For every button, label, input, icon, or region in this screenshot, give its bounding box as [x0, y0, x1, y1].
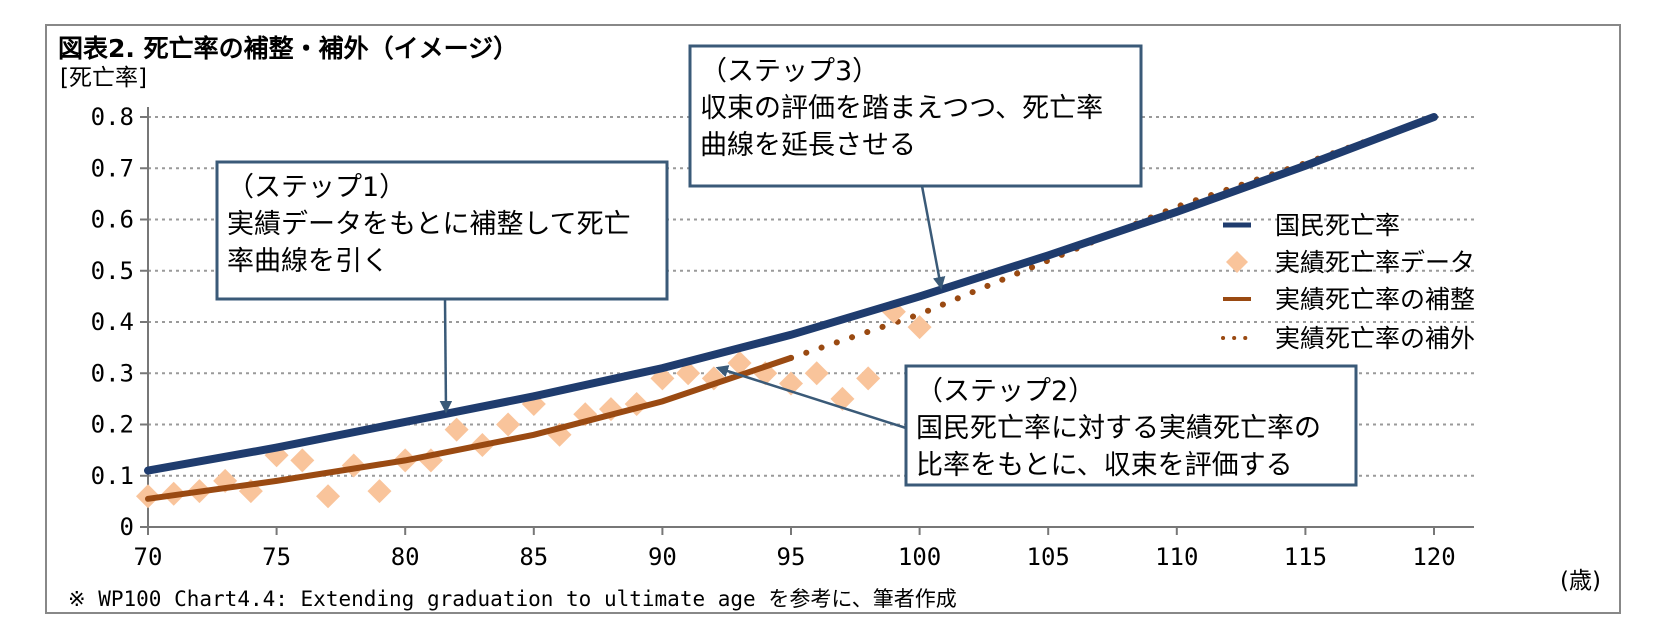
legend-label: 実績死亡率の補整 [1275, 285, 1475, 314]
legend-label: 実績死亡率データ [1275, 248, 1475, 277]
data-point-actual [856, 366, 881, 391]
y-tick-label: 0.3 [91, 359, 134, 387]
y-tick-label: 0.7 [91, 154, 134, 182]
x-tick-label: 115 [1284, 543, 1327, 571]
series-line-graduated [145, 354, 794, 502]
annotation-box [215, 160, 669, 301]
x-axis-label: (歳) [1560, 568, 1601, 594]
x-tick-label: 100 [898, 543, 941, 571]
source-note: ※ WP100 Chart4.4: Extending graduation t… [68, 587, 957, 611]
annotation-box [904, 364, 1358, 487]
y-axis-label: [死亡率] [60, 65, 147, 91]
data-point-actual [727, 351, 752, 375]
x-tick-label: 120 [1412, 543, 1455, 571]
data-point-actual [444, 417, 469, 442]
x-tick-label: 90 [648, 543, 677, 571]
y-tick-label: 0.5 [91, 257, 134, 285]
chart-title: 図表2. 死亡率の補整・補外（イメージ） [58, 34, 518, 63]
data-point-actual [316, 484, 341, 509]
annotation-arrow [439, 298, 453, 414]
legend-swatch [1226, 251, 1248, 273]
axes: 0 0.1 0.2 0.3 0.4 0.5 0.6 0.7 0.8 70 75 80 85 90 95 100… [91, 103, 1474, 571]
data-point-actual [804, 361, 829, 386]
y-tick-label: 0.6 [91, 206, 134, 234]
annotation-text: （ステップ1） [227, 172, 406, 203]
annotation-box [688, 44, 1143, 188]
x-tick-label: 105 [1027, 543, 1070, 571]
y-tick-label: 0.2 [91, 411, 134, 439]
data-point-actual [907, 315, 932, 340]
annotation-text: 国民死亡率に対する実績死亡率の [916, 413, 1321, 444]
legend-label: 国民死亡率 [1275, 211, 1400, 240]
annotation-arrow [715, 365, 907, 430]
y-tick-label: 0.4 [91, 308, 134, 336]
series-line-national [144, 113, 1438, 475]
x-tick-label: 95 [777, 543, 806, 571]
annotation-text: （ステップ2） [916, 376, 1095, 407]
x-tick-label: 85 [519, 543, 548, 571]
annotation-text: 率曲線を引く [227, 246, 389, 277]
annotation-text: 収束の評価を踏まえつつ、死亡率 [700, 93, 1103, 124]
annotation-arrow [920, 185, 946, 290]
annotation-text: 曲線を延長させる [700, 130, 916, 161]
y-tick-label: 0 [120, 513, 134, 541]
chart-frame [45, 24, 1621, 614]
y-tick-label: 0.1 [91, 462, 134, 490]
x-tick-label: 70 [134, 543, 163, 571]
data-point-actual [290, 448, 315, 473]
x-tick-label: 75 [262, 543, 291, 571]
annotation-text: 比率をもとに、収束を評価する [916, 450, 1293, 481]
data-point-actual [367, 479, 392, 504]
legend-label: 実績死亡率の補外 [1275, 324, 1475, 353]
annotation-text: （ステップ3） [700, 56, 879, 87]
data-point-actual [676, 361, 701, 386]
series-line-extrapolated [788, 114, 1437, 361]
x-tick-label: 80 [391, 543, 420, 571]
x-tick-label: 110 [1155, 543, 1198, 571]
y-tick-label: 0.8 [91, 103, 134, 131]
data-point-actual [496, 412, 521, 437]
annotation-text: 実績データをもとに補整して死亡 [227, 209, 631, 240]
